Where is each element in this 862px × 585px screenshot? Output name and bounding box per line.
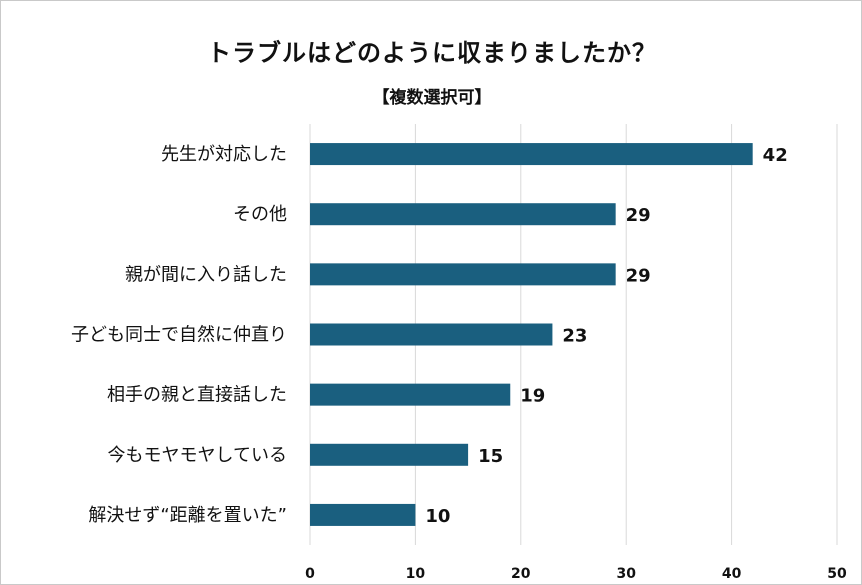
chart-subtitle: 【複数選択可】 [372,88,492,108]
bar [310,263,616,286]
data-label: 19 [520,386,545,407]
data-label: 29 [626,265,651,286]
category-label: 解決せず“距離を置いた” [88,505,287,526]
category-label: 相手の親と直接話した [107,385,287,406]
data-label: 42 [763,145,788,166]
category-label: 先生が対応した [161,144,287,165]
x-tick-label: 40 [722,566,742,582]
x-tick-label: 20 [511,566,531,582]
bar [310,443,469,466]
x-tick-label: 30 [616,566,636,582]
x-tick-label: 50 [827,566,847,582]
data-label: 29 [626,205,651,226]
data-label: 23 [562,326,587,347]
category-label: 子ども同士で自然に仲直り [71,325,287,346]
bar [310,503,416,526]
bar [310,323,553,346]
data-label: 15 [478,446,503,467]
x-tick-label: 10 [406,566,426,582]
bar [310,203,616,226]
bar [310,383,511,406]
category-label: 今もモヤモヤしている [108,445,287,466]
category-label: 親が間に入り話した [125,264,287,285]
x-tick-label: 0 [305,566,315,582]
data-label: 10 [425,506,450,527]
category-label: その他 [233,204,287,225]
chart-title: トラブルはどのように収まりましたか？ [207,39,657,67]
bar [310,143,753,166]
